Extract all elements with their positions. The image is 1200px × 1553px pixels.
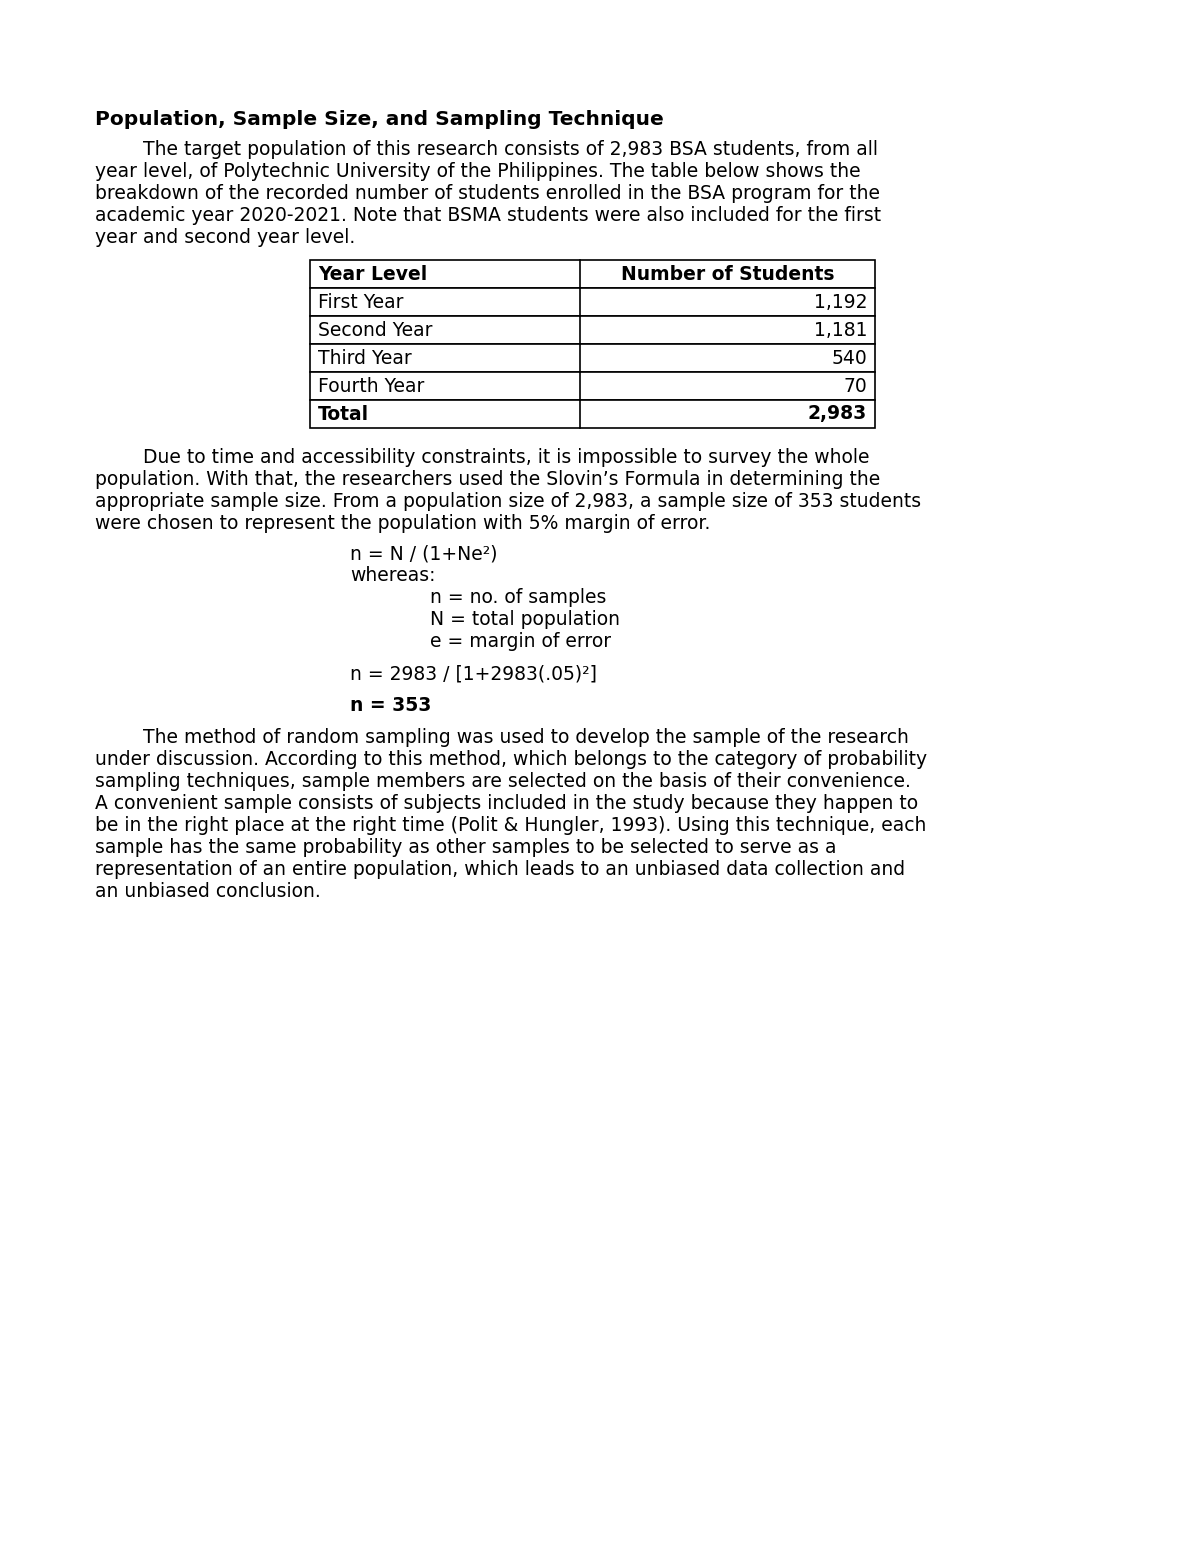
Text: an unbiased conclusion.: an unbiased conclusion. [95,882,320,901]
Text: n = no. of samples: n = no. of samples [430,589,606,607]
Text: Year Level: Year Level [318,264,427,284]
Text: year and second year level.: year and second year level. [95,228,355,247]
Text: The target population of this research consists of 2,983 BSA students, from all: The target population of this research c… [95,140,878,158]
Text: appropriate sample size. From a population size of 2,983, a sample size of 353 s: appropriate sample size. From a populati… [95,492,922,511]
Text: n = 353: n = 353 [350,696,431,714]
Text: Total: Total [318,404,370,424]
Text: 70: 70 [844,376,866,396]
Text: sample has the same probability as other samples to be selected to serve as a: sample has the same probability as other… [95,839,836,857]
Text: breakdown of the recorded number of students enrolled in the BSA program for the: breakdown of the recorded number of stud… [95,183,880,203]
Text: were chosen to represent the population with 5% margin of error.: were chosen to represent the population … [95,514,710,533]
Text: N = total population: N = total population [430,610,620,629]
Bar [310,401,875,429]
Text: First Year: First Year [318,292,403,312]
Bar [310,345,875,373]
Text: 2,983: 2,983 [808,404,866,424]
Text: academic year 2020-2021. Note that BSMA students were also included for the firs: academic year 2020-2021. Note that BSMA … [95,207,881,225]
Text: e = margin of error: e = margin of error [430,632,611,651]
Text: Fourth Year: Fourth Year [318,376,425,396]
Text: A convenient sample consists of subjects included in the study because they happ: A convenient sample consists of subjects… [95,794,918,814]
Bar [310,259,875,287]
Text: under discussion. According to this method, which belongs to the category of pro: under discussion. According to this meth… [95,750,928,769]
Text: whereas:: whereas: [350,565,436,585]
Text: sampling techniques, sample members are selected on the basis of their convenien: sampling techniques, sample members are … [95,772,911,790]
Text: n = 2983 / [1+2983(.05)²]: n = 2983 / [1+2983(.05)²] [350,665,598,683]
Text: 1,192: 1,192 [814,292,866,312]
Text: population. With that, the researchers used the Slovin’s Formula in determining : population. With that, the researchers u… [95,471,881,489]
Text: Third Year: Third Year [318,348,412,368]
Text: Population, Sample Size, and Sampling Technique: Population, Sample Size, and Sampling Te… [95,110,664,129]
Text: representation of an entire population, which leads to an unbiased data collecti: representation of an entire population, … [95,860,905,879]
Bar [310,287,875,315]
Text: n = N / (1+Ne²): n = N / (1+Ne²) [350,544,498,564]
Text: year level, of Polytechnic University of the Philippines. The table below shows : year level, of Polytechnic University of… [95,162,860,182]
Text: Due to time and accessibility constraints, it is impossible to survey the whole: Due to time and accessibility constraint… [95,447,870,467]
Text: The method of random sampling was used to develop the sample of the research: The method of random sampling was used t… [95,728,908,747]
Bar [310,373,875,401]
Text: Second Year: Second Year [318,320,432,340]
Text: Number of Students: Number of Students [620,264,834,284]
Text: be in the right place at the right time (Polit & Hungler, 1993). Using this tech: be in the right place at the right time … [95,815,926,836]
Bar [310,315,875,345]
Text: 540: 540 [832,348,866,368]
Text: 1,181: 1,181 [814,320,866,340]
